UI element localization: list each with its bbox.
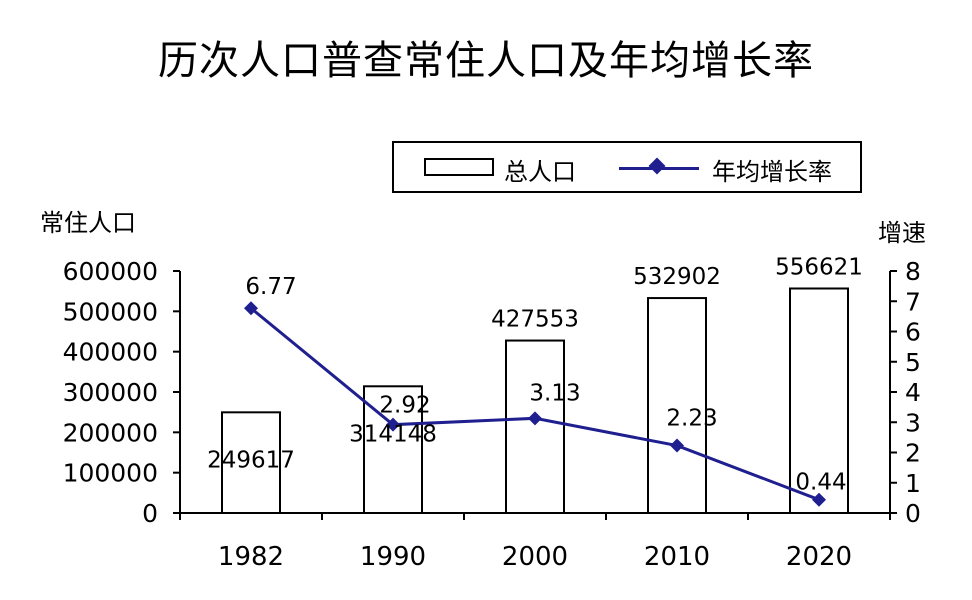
x-tick-label: 2000 — [502, 542, 568, 572]
y-tick-label-right: 2 — [905, 439, 921, 468]
bar — [505, 339, 565, 514]
chart-title: 历次人口普查常住人口及年均增长率 — [158, 38, 814, 84]
y-tick-label-left: 100000 — [63, 459, 158, 488]
x-tick-label: 1982 — [218, 542, 284, 572]
legend: 总人口 年均增长率 — [392, 141, 862, 193]
y-axis-title-left: 常住人口 — [40, 209, 136, 237]
legend-label-rate: 年均增长率 — [712, 158, 832, 186]
x-tick-label: 2020 — [786, 542, 852, 572]
bar-value-label: 532902 — [633, 264, 721, 290]
y-tick-label-left: 200000 — [63, 418, 158, 447]
bar-value-label: 314148 — [349, 421, 437, 447]
y-tick-label-right: 1 — [905, 469, 921, 498]
rate-marker — [244, 301, 258, 316]
y-tick-label-right: 6 — [905, 318, 921, 347]
rate-marker — [670, 438, 684, 453]
rate-marker — [386, 417, 400, 432]
bar — [221, 411, 281, 514]
legend-bar-swatch — [424, 158, 494, 176]
rate-marker — [812, 492, 826, 507]
rate-value-label: 2.23 — [666, 406, 717, 432]
y-tick-label-right: 3 — [905, 408, 921, 437]
y-tick-label-left: 0 — [142, 499, 158, 528]
rate-value-label: 6.77 — [245, 274, 296, 300]
rate-marker — [528, 411, 542, 426]
y-tick-label-left: 400000 — [63, 338, 158, 367]
bar — [789, 287, 849, 514]
y-tick-label-right: 0 — [905, 499, 921, 528]
rate-value-label: 2.92 — [379, 393, 430, 419]
rate-value-label: 0.44 — [795, 470, 846, 496]
bar-value-label: 249617 — [207, 447, 295, 473]
y-tick-label-right: 5 — [905, 348, 921, 377]
bar-value-label: 556621 — [775, 254, 863, 280]
y-tick-label-left: 300000 — [63, 378, 158, 407]
y-tick-label-left: 500000 — [63, 297, 158, 326]
bar-value-label: 427553 — [491, 307, 579, 333]
y-tick-label-left: 600000 — [63, 257, 158, 286]
x-tick-label: 2010 — [644, 542, 710, 572]
legend-label-total: 总人口 — [504, 158, 576, 186]
y-tick-label-right: 4 — [905, 378, 921, 407]
bar — [647, 297, 707, 514]
y-axis-title-right: 增速 — [878, 219, 926, 247]
rate-value-label: 3.13 — [529, 380, 580, 406]
y-tick-label-right: 8 — [905, 257, 921, 286]
x-tick-label: 1990 — [360, 542, 426, 572]
y-tick-label-right: 7 — [905, 287, 921, 316]
